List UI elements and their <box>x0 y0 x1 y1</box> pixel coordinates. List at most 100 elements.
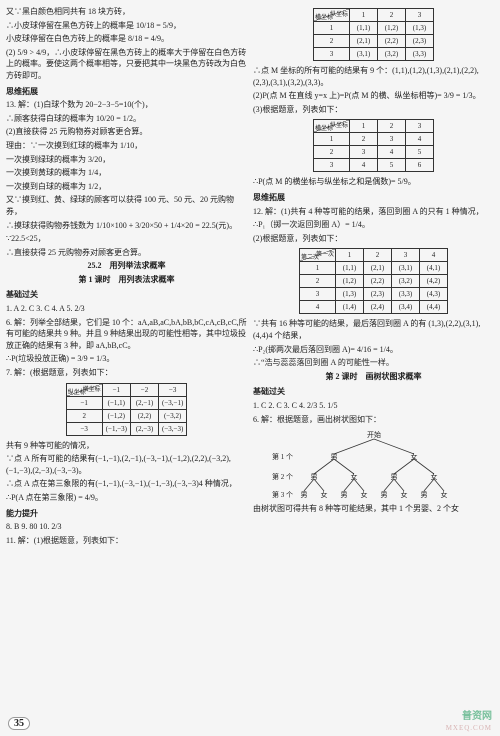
row-head: 1 <box>314 133 350 146</box>
row-head: 1 <box>314 22 350 35</box>
text: 7. 解：(根据题意，列表如下： <box>6 367 247 379</box>
tree-node: 女 <box>440 490 447 499</box>
text: ∵22.5<25， <box>6 233 247 245</box>
diag-cell: 纵坐标横坐标 <box>314 120 350 133</box>
cell: 6 <box>406 159 434 172</box>
section-heading: 思维拓展 <box>253 192 494 204</box>
text: 6. 解：列举全部结果，它们是 10 个：aA,aB,aC,bA,bB,bC,c… <box>6 317 247 352</box>
cell: (−3,−1) <box>159 396 187 409</box>
tree-root: 开始 <box>367 430 381 439</box>
cell: 2 <box>350 133 378 146</box>
col-head: 2 <box>364 249 392 262</box>
col-head: 3 <box>392 249 420 262</box>
text: (2)直接获得 25 元购物券对顾客更合算。 <box>6 126 247 138</box>
cell: (1,4) <box>336 301 364 314</box>
page-number: 35 <box>8 717 30 730</box>
col-head: 1 <box>336 249 364 262</box>
cell: (3,1) <box>350 48 378 61</box>
table-2: 纵坐标横坐标 1 2 3 1(1,1)(1,2)(1,3) 2(2,1)(2,2… <box>313 8 434 61</box>
section-heading: 基础过关 <box>253 386 494 398</box>
section-heading: 基础过关 <box>6 289 247 301</box>
row-head: 4 <box>300 301 336 314</box>
tree-node: 女 <box>350 472 357 481</box>
answers: 8. B 9. 80 10. 2/3 <box>6 521 247 533</box>
tree-node: 男 <box>420 491 427 499</box>
cell: 4 <box>378 146 406 159</box>
cell: (3,4) <box>392 301 420 314</box>
text: ∴P₁（掷一次返回到圈 A）= 1/4。 <box>253 219 494 231</box>
tree-node: 男 <box>390 473 397 481</box>
text: ∴顾客获得白球的概率为 10/20 = 1/2。 <box>6 113 247 125</box>
cell: (1,1) <box>350 22 378 35</box>
cell: (2,2) <box>378 35 406 48</box>
cell: (1,3) <box>406 22 434 35</box>
text: ∴P(A 点在第三象限) = 4/9。 <box>6 492 247 504</box>
text: 由树状图可得共有 8 种等可能结果，其中 1 个男婴、2 个女 <box>253 503 494 515</box>
cell: (2,3) <box>364 288 392 301</box>
cell: (−1,1) <box>102 396 130 409</box>
text: ∴“浩与蕊蕊落回到圈 A 的可能性一样。 <box>253 357 494 369</box>
row-head: 3 <box>300 288 336 301</box>
watermark: 普资网 <box>462 707 492 722</box>
cell: (−3,−3) <box>159 422 187 435</box>
text: ∵点 A 所有可能的结果有(−1,−1),(2,−1),(−3,−1),(−1,… <box>6 453 247 476</box>
tree-node: 女 <box>400 490 407 499</box>
diag-cell: 第一次第二次 <box>300 249 336 262</box>
tree-node: 女 <box>410 452 417 461</box>
answers: 1. C 2. C 3. C 4. 2/3 5. 1/5 <box>253 400 494 412</box>
col-head: 2 <box>378 120 406 133</box>
cell: (4,1) <box>420 262 448 275</box>
text: (2) 5/9 > 4/9，∴小皮球停留在黑色方砖上的概率大于停留在白色方砖上的… <box>6 47 247 82</box>
text: (3)根据题意，列表如下： <box>253 104 494 116</box>
cell: (2,−3) <box>131 422 159 435</box>
cell: (2,4) <box>364 301 392 314</box>
text: 共有 9 种等可能的情况， <box>6 440 247 452</box>
row-head: 2 <box>300 275 336 288</box>
cell: 3 <box>378 133 406 146</box>
cell: (4,2) <box>420 275 448 288</box>
cell: (−1,−3) <box>102 422 130 435</box>
table-3: 纵坐标横坐标 1 2 3 1234 2345 3456 <box>313 119 434 172</box>
cell: (2,3) <box>406 35 434 48</box>
cell: 4 <box>406 133 434 146</box>
text: (2)根据题意，列表如下： <box>253 233 494 245</box>
text: ∴小皮球停留在黑色方砖上的概率是 10/18 = 5/9， <box>6 20 247 32</box>
tree-node: 男 <box>310 473 317 481</box>
text: ∴直接获得 25 元购物券对顾客更合算。 <box>6 247 247 259</box>
cell: (3,1) <box>392 262 420 275</box>
cell: 5 <box>406 146 434 159</box>
text: (2)P(点 M 在直线 y=x 上)=P(点 M 的横、纵坐标相等)= 3/9… <box>253 90 494 102</box>
text: 小皮球停留在白色方砖上的概率是 8/18 = 4/9。 <box>6 33 247 45</box>
col-head: 3 <box>406 120 434 133</box>
cell: (2,−1) <box>131 396 159 409</box>
text: 11. 解：(1)根据题意，列表如下： <box>6 535 247 547</box>
col-head: −2 <box>131 383 159 396</box>
row-head: 2 <box>314 35 350 48</box>
text: ∴点 A 点在第三象限的有(−1,−1),(−3,−1),(−1,−3),(−3… <box>6 478 247 490</box>
right-column: 纵坐标横坐标 1 2 3 1(1,1)(1,2)(1,3) 2(2,1)(2,2… <box>253 6 494 546</box>
cell: 4 <box>350 159 378 172</box>
cell: (3,3) <box>392 288 420 301</box>
cell: 3 <box>350 146 378 159</box>
cell: (4,4) <box>420 301 448 314</box>
table-4: 第一次第二次 1 2 3 4 1(1,1)(2,1)(3,1)(4,1) 2(1… <box>299 248 448 314</box>
tree-node: 女 <box>430 472 437 481</box>
col-head: 1 <box>350 120 378 133</box>
diag-cell: 横坐标纵坐标 <box>66 383 102 396</box>
tree-node: 男 <box>300 491 307 499</box>
cell: (2,1) <box>350 35 378 48</box>
row-head: 2 <box>66 409 102 422</box>
text: ∴P₂(掷两次最后落回到圈 A)= 4/16 = 1/4。 <box>253 344 494 356</box>
section-title: 25.2 用列举法求概率 <box>6 260 247 272</box>
section-heading: 思维拓展 <box>6 86 247 98</box>
watermark-url: MXEQ.COM <box>446 724 492 732</box>
tree-lvl1-label: 第 1 个 <box>272 452 293 461</box>
text: 理由：∵一次摸到红球的概率为 1/10， <box>6 140 247 152</box>
text: ∴点 M 坐标的所有可能的结果有 9 个：(1,1),(1,2),(1,3),(… <box>253 65 494 88</box>
cell: 5 <box>378 159 406 172</box>
cell: (3,2) <box>392 275 420 288</box>
text: 一次摸到黄球的概率为 1/4， <box>6 167 247 179</box>
col-head: −3 <box>159 383 187 396</box>
cell: (1,2) <box>378 22 406 35</box>
section-subtitle: 第 2 课时 画树状图求概率 <box>253 371 494 383</box>
